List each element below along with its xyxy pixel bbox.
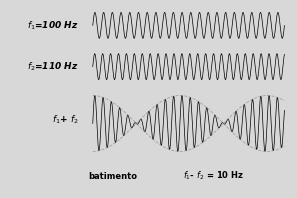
Text: $f_2$=110 Hz: $f_2$=110 Hz — [27, 60, 79, 73]
Text: $f_1$=100 Hz: $f_1$=100 Hz — [27, 19, 79, 32]
Text: $f_1$+ $f_2$: $f_1$+ $f_2$ — [52, 114, 79, 126]
Text: $f_1$- $f_2$ = 10 Hz: $f_1$- $f_2$ = 10 Hz — [183, 170, 244, 183]
Text: batimento: batimento — [89, 172, 137, 181]
